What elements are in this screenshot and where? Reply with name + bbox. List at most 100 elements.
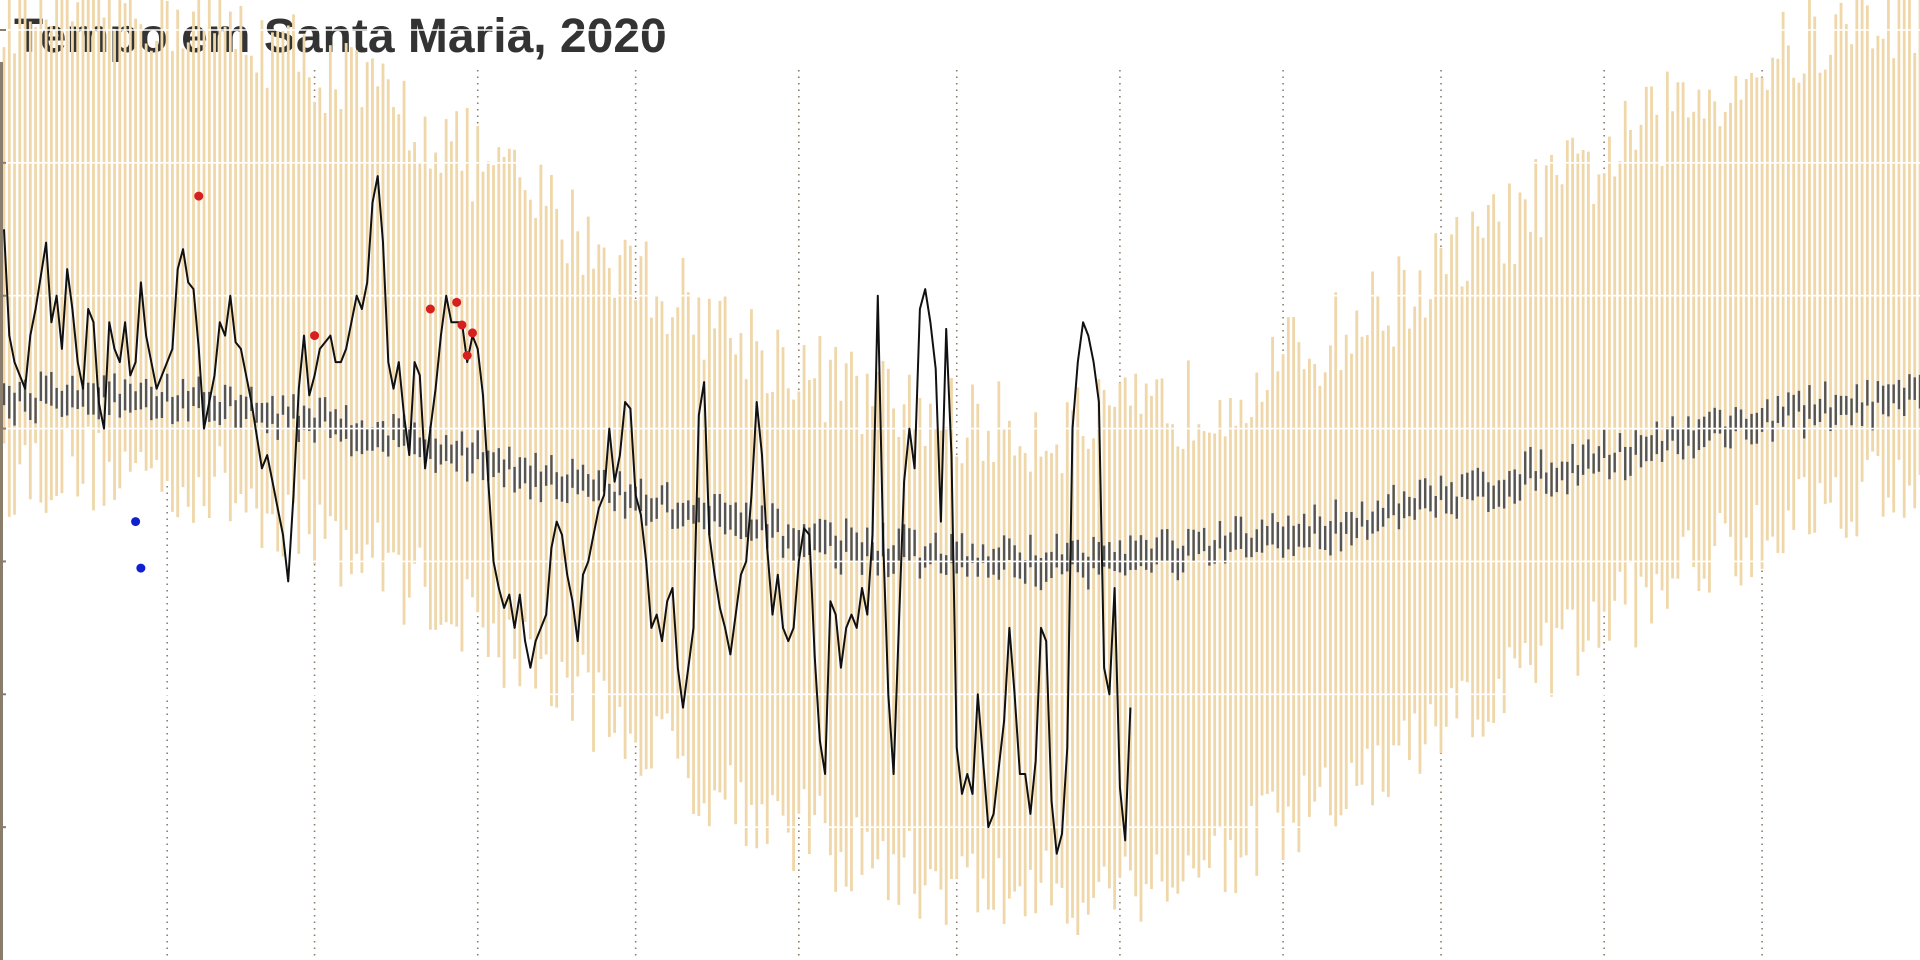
record-range-bar (1071, 410, 1074, 918)
normal-range-bar (981, 544, 985, 563)
record-range-bar (1771, 57, 1775, 537)
record-range-bar (418, 162, 422, 548)
normal-range-bar (1245, 533, 1248, 558)
record-range-bar (502, 156, 506, 688)
normal-range-bar (1192, 529, 1195, 562)
normal-range-bar (1455, 496, 1458, 519)
normal-range-bar (108, 381, 111, 416)
normal-range-bar (429, 426, 432, 459)
record-range-bar (781, 347, 785, 816)
record-range-bar (276, 31, 280, 552)
record-range-bar (934, 428, 938, 872)
normal-range-bar (1397, 503, 1401, 530)
record-range-bar (713, 328, 717, 791)
record-range-bar (392, 107, 395, 553)
record-range-bar (702, 359, 706, 804)
record-range-bar (1787, 45, 1790, 511)
record-range-bar (523, 190, 527, 622)
normal-range-bar (734, 502, 737, 536)
normal-range-bar (797, 530, 801, 557)
record-range-bar (1039, 456, 1043, 883)
normal-range-bar (1650, 435, 1653, 461)
record-range-bar (360, 107, 364, 573)
normal-range-bar (1439, 475, 1443, 501)
normal-range-bar (1071, 540, 1074, 565)
record-range-bar (344, 43, 348, 530)
record-range-bar (118, 0, 122, 489)
normal-range-bar (1866, 379, 1869, 406)
normal-range-bar (397, 418, 400, 448)
normal-range-bar (1581, 444, 1585, 475)
record-range-bar (660, 301, 664, 720)
record-range-bar (1013, 455, 1017, 892)
record-range-bar (1913, 52, 1917, 509)
record-range-bar (971, 384, 974, 854)
record-range-bar (550, 174, 553, 707)
normal-range-bar (1602, 429, 1606, 458)
record-range-bar (518, 177, 522, 687)
normal-range-bar (960, 533, 964, 568)
normal-range-bar (1566, 461, 1569, 495)
normal-range-bar (1302, 513, 1306, 548)
normal-range-bar (1387, 494, 1390, 519)
record-range-bar (1281, 354, 1285, 861)
record-range-bar (1665, 71, 1669, 609)
normal-range-bar (1524, 451, 1527, 485)
record-range-bar (71, 21, 74, 457)
record-range-bar (1339, 370, 1343, 816)
record-range-bar (807, 380, 811, 855)
record-range-bar (1797, 82, 1801, 480)
normal-range-bar (160, 392, 164, 418)
normal-range-bar (1202, 527, 1206, 552)
normal-range-bar (787, 524, 790, 549)
temperature-line-layer (3, 175, 1132, 855)
record-range-bar (1829, 54, 1832, 503)
record-range-bar (1297, 342, 1301, 853)
record-range-bar (786, 388, 790, 833)
record-range-bar (571, 189, 574, 721)
normal-range-bar (76, 390, 79, 410)
normal-range-bar (1860, 402, 1864, 426)
normal-range-bar (702, 502, 706, 530)
normal-range-bar (602, 469, 606, 492)
normal-range-bar (966, 556, 969, 577)
record-range-bar (1371, 271, 1374, 806)
record-range-bar (1818, 72, 1822, 484)
record-range-bar (1092, 438, 1095, 898)
normal-range-bar (1571, 443, 1574, 474)
normal-range-bar (513, 466, 516, 493)
record-range-bar (1565, 140, 1569, 610)
record-range-bar (155, 40, 159, 460)
record-range-bar (1708, 89, 1711, 593)
normal-range-bar (1329, 521, 1332, 556)
record-range-bar (365, 62, 369, 545)
record-range-bar (923, 445, 927, 886)
normal-range-bar (1666, 427, 1669, 451)
normal-range-bar (629, 484, 632, 508)
normal-range-bar (102, 375, 106, 398)
record-range-bar (39, 0, 43, 503)
normal-range-bar (239, 394, 243, 430)
normal-range-bar (1829, 407, 1832, 432)
record-range-bar (1639, 124, 1643, 577)
normal-range-bar (71, 375, 74, 408)
record-range-bar (918, 398, 922, 919)
normal-range-bar (987, 556, 990, 578)
normal-range-bar (1045, 552, 1048, 582)
record-range-bar (692, 334, 695, 814)
record-high-point (310, 331, 320, 341)
record-range-bar (1434, 233, 1438, 727)
normal-range-bar (1023, 560, 1027, 584)
normal-range-bar (518, 457, 522, 489)
normal-range-bar (313, 417, 316, 443)
record-range-bar (1629, 129, 1632, 563)
normal-range-bar (44, 375, 48, 404)
normal-range-bar (502, 459, 506, 488)
normal-range-bar (950, 534, 953, 564)
normal-range-bar (1018, 552, 1022, 579)
record-range-bar (1581, 150, 1585, 652)
record-range-bar (1234, 425, 1238, 893)
normal-range-bar (1518, 474, 1522, 501)
normal-range-bar (1081, 552, 1085, 578)
